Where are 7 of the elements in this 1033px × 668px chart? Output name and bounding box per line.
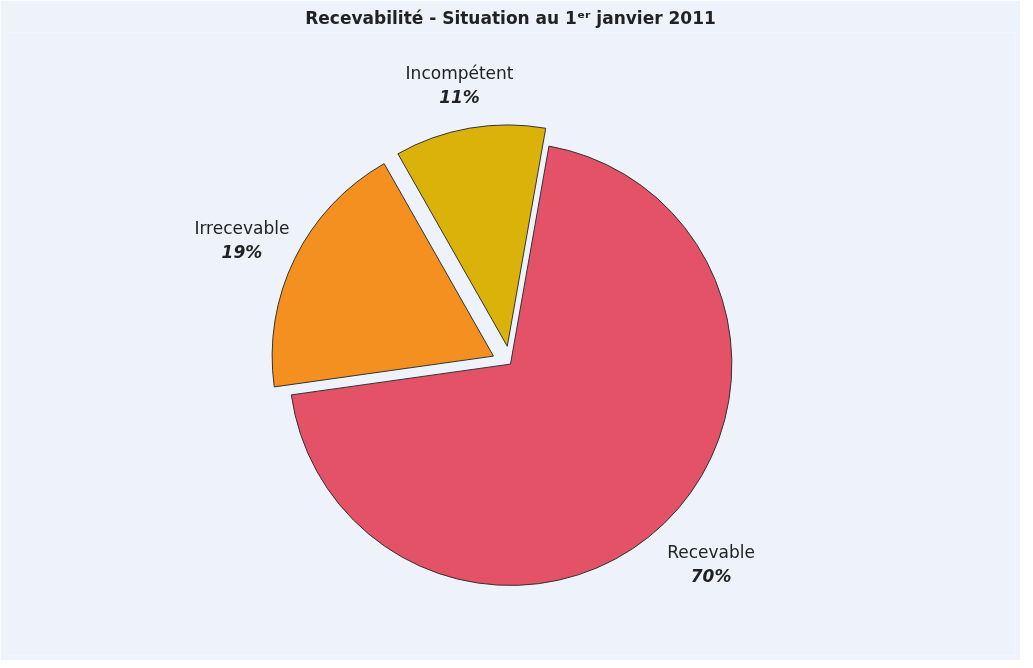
- slice-label: Irrecevable: [194, 218, 290, 239]
- slice-label: Incompétent: [405, 62, 514, 83]
- data-label: 19%: [221, 242, 263, 263]
- data-label: 70%: [690, 566, 732, 587]
- slice-label: Recevable: [667, 542, 756, 563]
- chart-title: Recevabilité - Situation au 1ᵉʳ janvier 2011: [305, 7, 716, 28]
- data-label: 11%: [439, 86, 480, 107]
